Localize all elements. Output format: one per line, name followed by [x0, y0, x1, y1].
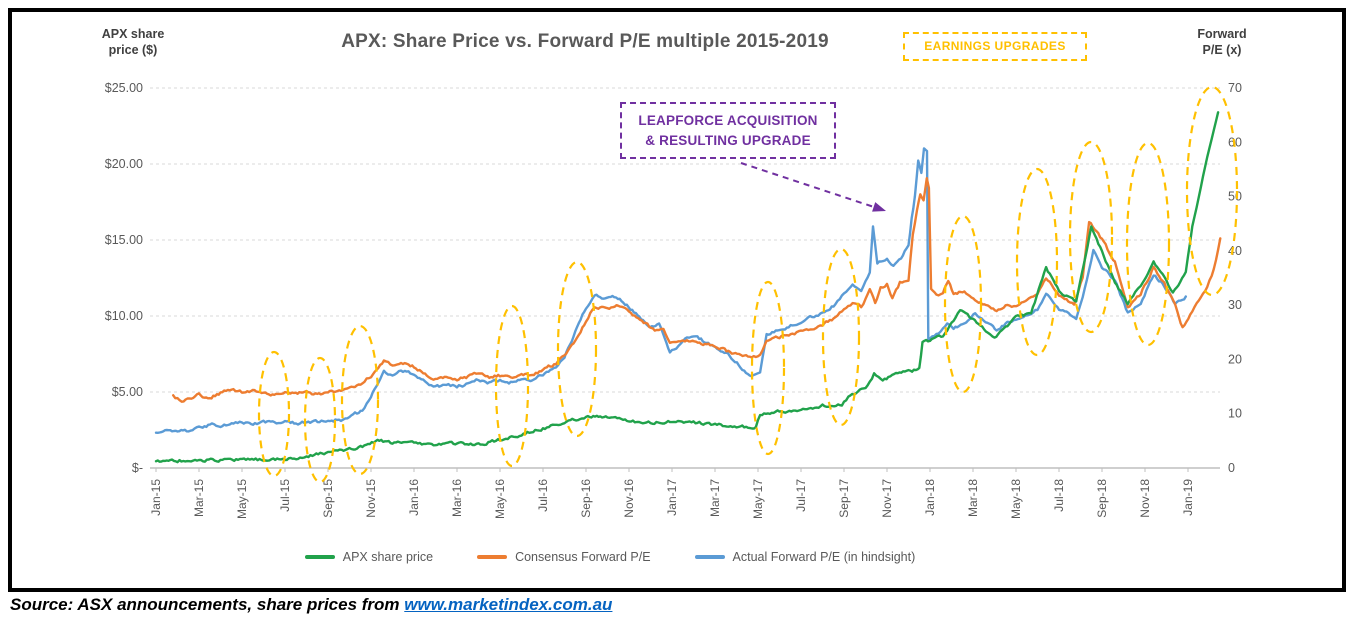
- chart-title: APX: Share Price vs. Forward P/E multipl…: [341, 31, 829, 52]
- highlight-ellipse: [257, 350, 291, 478]
- highlight-ellipse: [1125, 141, 1171, 347]
- legend-swatch-consensus-pe: [477, 555, 508, 559]
- highlight-ellipse: [750, 280, 786, 456]
- right-axis-title: Forward P/E (x): [1178, 26, 1266, 59]
- y-right-tick-label: 10: [1228, 407, 1242, 421]
- y-right-tick-label: 0: [1228, 461, 1235, 475]
- y-left-tick-label: $-: [132, 461, 143, 475]
- highlight-ellipse: [303, 356, 337, 484]
- right-axis-title-line1: Forward: [1197, 27, 1247, 41]
- leapforce-annotation-line1: LEAPFORCE ACQUISITION: [638, 113, 818, 128]
- x-tick-label: Nov-18: [1138, 479, 1152, 518]
- x-tick-label: Mar-15: [192, 479, 206, 517]
- x-tick-label: Nov-16: [622, 479, 636, 518]
- series-line-3: [154, 147, 1187, 434]
- legend-label-actual-pe: Actual Forward P/E (in hindsight): [732, 550, 916, 564]
- x-tick-label: Jul-15: [278, 479, 292, 512]
- x-tick-label: Nov-15: [364, 479, 378, 518]
- left-axis-title-line2: price ($): [108, 43, 158, 58]
- series-line-2: [172, 177, 1222, 403]
- highlight-ellipse: [340, 324, 380, 476]
- highlight-ellipse: [556, 260, 598, 438]
- x-tick-label: May-15: [235, 479, 249, 519]
- y-left-tick-label: $10.00: [105, 309, 143, 323]
- legend-label-share-price: APX share price: [342, 550, 434, 564]
- y-right-tick-label: 50: [1228, 190, 1242, 204]
- highlight-ellipse: [494, 304, 530, 468]
- x-tick-label: Mar-18: [966, 479, 980, 517]
- x-tick-label: Jul-18: [1052, 479, 1066, 512]
- annotation-arrow: [740, 162, 887, 212]
- y-right-tick-label: 20: [1228, 352, 1242, 366]
- x-tick-label: Jan-15: [149, 479, 163, 516]
- x-tick-label: May-17: [751, 479, 765, 519]
- x-tick-label: Jan-16: [407, 479, 421, 516]
- y-right-tick-label: 70: [1228, 81, 1242, 95]
- highlight-ellipse: [1185, 85, 1239, 297]
- x-tick-label: Nov-17: [880, 479, 894, 518]
- legend-item-consensus-pe: Consensus Forward P/E: [477, 550, 651, 564]
- x-tick-label: Mar-16: [450, 479, 464, 517]
- x-tick-label: Sep-16: [579, 479, 593, 518]
- y-right-tick-label: 30: [1228, 298, 1242, 312]
- right-axis-title-line2: P/E (x): [1202, 43, 1242, 58]
- y-left-tick-label: $5.00: [112, 385, 143, 399]
- x-tick-label: Sep-18: [1095, 479, 1109, 518]
- leapforce-annotation-box: LEAPFORCE ACQUISITION & RESULTING UPGRAD…: [620, 102, 836, 160]
- y-left-tick-label: $15.00: [105, 233, 143, 247]
- x-tick-label: Sep-17: [837, 479, 851, 518]
- series-line-1: [154, 111, 1220, 464]
- legend-swatch-share-price: [304, 555, 335, 559]
- y-right-tick-label: 40: [1228, 244, 1242, 258]
- x-tick-label: Mar-17: [708, 479, 722, 517]
- earnings-upgrades-callout: EARNINGS UPGRADES: [903, 32, 1087, 61]
- x-tick-label: May-16: [493, 479, 507, 519]
- legend: APX share price Consensus Forward P/E Ac…: [150, 550, 1070, 564]
- highlight-ellipse: [1068, 140, 1114, 334]
- x-tick-label: Jan-19: [1181, 479, 1195, 516]
- source-line: Source: ASX announcements, share prices …: [10, 595, 612, 615]
- highlight-ellipse: [943, 214, 983, 394]
- source-text: Source: ASX announcements, share prices …: [10, 595, 405, 614]
- x-tick-label: Jan-17: [665, 479, 679, 516]
- y-left-tick-label: $25.00: [105, 81, 143, 95]
- highlight-ellipse: [1015, 167, 1059, 357]
- left-axis-title: APX share price ($): [84, 26, 182, 59]
- legend-item-share-price: APX share price: [304, 550, 434, 564]
- legend-item-actual-pe: Actual Forward P/E (in hindsight): [694, 550, 916, 564]
- x-tick-label: Sep-15: [321, 479, 335, 518]
- x-tick-label: May-18: [1009, 479, 1023, 519]
- legend-label-consensus-pe: Consensus Forward P/E: [515, 550, 651, 564]
- source-link[interactable]: www.marketindex.com.au: [404, 595, 613, 614]
- x-tick-label: Jan-18: [923, 479, 937, 516]
- y-left-tick-label: $20.00: [105, 157, 143, 171]
- leapforce-annotation-line2: & RESULTING UPGRADE: [645, 132, 811, 148]
- left-axis-title-line1: APX share: [101, 27, 165, 41]
- x-tick-label: Jul-17: [794, 479, 808, 512]
- legend-swatch-actual-pe: [694, 555, 725, 559]
- annotation-arrowhead: [872, 202, 886, 212]
- x-tick-label: Jul-16: [536, 479, 550, 512]
- highlight-ellipse: [821, 247, 861, 427]
